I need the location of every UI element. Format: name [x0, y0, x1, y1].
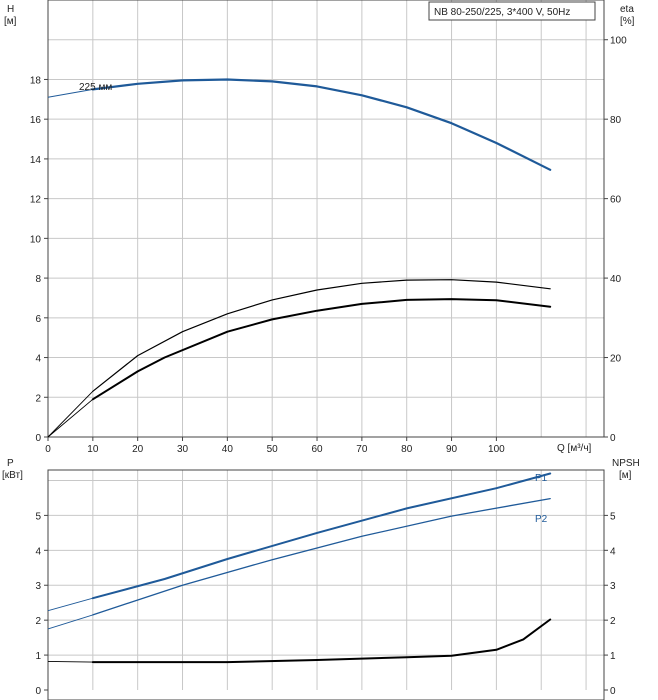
- h-axis-unit: [м]: [4, 16, 17, 27]
- h-axis-label: H: [7, 4, 14, 15]
- top-left-tick-label: 12: [30, 195, 42, 206]
- top-left-tick-label: 2: [35, 393, 41, 404]
- top-grid: [48, 0, 604, 437]
- bottom-series-2-line: [91, 618, 552, 664]
- eta-axis-unit: [%]: [620, 16, 635, 27]
- pump-title: NB 80-250/225, 3*400 V, 50Hz: [434, 7, 570, 18]
- top-left-tick-label: 8: [35, 274, 41, 285]
- top-x-tick-label: 20: [132, 444, 144, 455]
- top-x-tick-label: 80: [401, 444, 413, 455]
- top-right-tick-label: 40: [610, 274, 622, 285]
- top-x-tick-label: 90: [446, 444, 458, 455]
- top-right-tick-label: 20: [610, 354, 622, 365]
- bottom-right-tick-label: 3: [610, 581, 616, 592]
- series-label-p1: P1: [535, 473, 548, 484]
- npsh-axis-label: NPSH: [612, 458, 640, 469]
- top-x-tick-label: 100: [488, 444, 505, 455]
- power-npsh-chart: 0 1 2 3 4 5 0 1 2 3 4 5 P1 P2 P [кВт] NPSH [м]: [2, 458, 640, 700]
- pump-title-box: [428, 1, 596, 21]
- bottom-left-tick-label: 5: [35, 511, 41, 522]
- series-label-p2: P2: [535, 514, 548, 525]
- top-x-tick-label: 60: [311, 444, 323, 455]
- top-left-tick-label: 14: [30, 155, 42, 166]
- top-series-1-extension: [47, 390, 94, 438]
- top-left-tick-label: 4: [35, 354, 41, 365]
- bottom-right-tick-label: 5: [610, 511, 616, 522]
- top-axis-ticks: 0 20 40 60 80 100 0 2 4 6 8 10 12 14 16 18 0 10 20 30 40 50 60…: [30, 36, 627, 455]
- q-axis-label: Q [м³/ч]: [557, 443, 592, 454]
- top-left-tick-label: 6: [35, 314, 41, 325]
- top-x-tick-label: 70: [356, 444, 368, 455]
- top-x-tick-label: 0: [45, 444, 51, 455]
- top-left-tick-label: 10: [30, 234, 42, 245]
- bottom-right-tick-label: 4: [610, 546, 616, 557]
- bottom-left-tick-label: 1: [35, 651, 41, 662]
- top-series: 225 мм: [47, 78, 552, 438]
- top-right-tick-label: 0: [610, 433, 616, 444]
- npsh-axis-unit: [м]: [619, 470, 632, 481]
- bottom-series-0-extension: [47, 597, 93, 612]
- top-series-2-extension: [47, 398, 94, 438]
- top-left-tick-label: 18: [30, 75, 42, 86]
- top-series-0-line: [91, 78, 552, 171]
- top-left-tick-label: 16: [30, 115, 42, 126]
- eta-axis-label: eta: [620, 4, 634, 15]
- bottom-right-tick-label: 0: [610, 686, 616, 697]
- bottom-axis-ticks: 0 1 2 3 4 5 0 1 2 3 4 5: [35, 511, 616, 697]
- bottom-series-1-extension: [47, 614, 93, 630]
- bottom-right-tick-label: 1: [610, 651, 616, 662]
- top-x-tick-label: 10: [87, 444, 99, 455]
- top-x-tick-label: 30: [177, 444, 189, 455]
- bottom-left-tick-label: 3: [35, 581, 41, 592]
- top-series-1-line: [92, 279, 551, 392]
- bottom-grid: [48, 470, 604, 690]
- bottom-left-tick-label: 4: [35, 546, 41, 557]
- bottom-series-2-extension: [47, 660, 93, 663]
- bottom-series-1-line: [92, 497, 551, 616]
- top-plot-frame: [47, 0, 605, 438]
- bottom-right-tick-label: 2: [610, 616, 616, 627]
- top-right-tick-label: 80: [610, 115, 622, 126]
- top-x-tick-label: 50: [267, 444, 279, 455]
- top-right-tick-label: 60: [610, 195, 622, 206]
- bottom-left-tick-label: 2: [35, 616, 41, 627]
- bottom-series-0-line: [91, 472, 552, 600]
- bottom-left-tick-label: 0: [35, 686, 41, 697]
- top-series-2-line: [91, 298, 552, 401]
- p-axis-unit: [кВт]: [2, 470, 23, 481]
- series-label-225mm: 225 мм: [79, 82, 112, 93]
- p-axis-label: P: [7, 458, 14, 469]
- head-eta-chart: 0 20 40 60 80 100 0 2 4 6 8 10 12 14 16 18 0 10 20 30 40 50 60…: [4, 0, 635, 455]
- top-x-tick-label: 40: [222, 444, 234, 455]
- top-right-tick-label: 100: [610, 36, 627, 47]
- top-left-tick-label: 0: [35, 433, 41, 444]
- top-series-0-extension: [47, 88, 93, 98]
- bottom-series: P1 P2: [47, 472, 552, 664]
